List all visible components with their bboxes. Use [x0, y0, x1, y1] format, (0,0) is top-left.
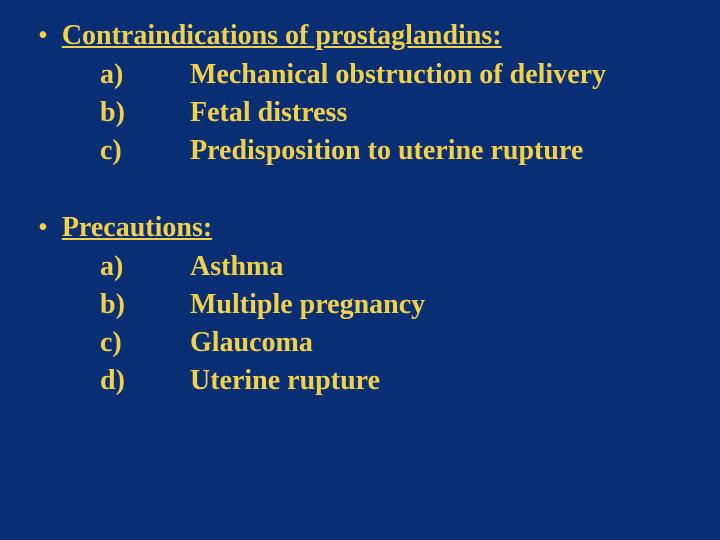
item-marker: c) [100, 324, 190, 362]
bullet-icon: • [38, 19, 48, 53]
item-text: Fetal distress [190, 94, 347, 132]
item-marker: a) [100, 56, 190, 94]
section-contraindications: • Contraindications of prostaglandins: a… [30, 18, 690, 170]
item-marker: b) [100, 94, 190, 132]
list-item: a) Asthma [100, 248, 690, 286]
section-heading: Precautions: [62, 210, 212, 246]
list-item: a) Mechanical obstruction of delivery [100, 56, 690, 94]
item-text: Mechanical obstruction of delivery [190, 56, 606, 94]
list-item: b) Fetal distress [100, 94, 690, 132]
item-text: Predisposition to uterine rupture [190, 132, 583, 170]
section-precautions: • Precautions: a) Asthma b) Multiple pre… [30, 210, 690, 400]
item-text: Uterine rupture [190, 362, 380, 400]
heading-row: • Precautions: [38, 210, 690, 246]
section-heading: Contraindications of prostaglandins: [62, 18, 502, 54]
list-item: b) Multiple pregnancy [100, 286, 690, 324]
item-text: Asthma [190, 248, 283, 286]
list-item: d) Uterine rupture [100, 362, 690, 400]
item-marker: d) [100, 362, 190, 400]
item-marker: c) [100, 132, 190, 170]
item-marker: b) [100, 286, 190, 324]
item-marker: a) [100, 248, 190, 286]
heading-row: • Contraindications of prostaglandins: [38, 18, 690, 54]
list-item: c) Glaucoma [100, 324, 690, 362]
item-text: Glaucoma [190, 324, 313, 362]
bullet-icon: • [38, 211, 48, 245]
item-text: Multiple pregnancy [190, 286, 425, 324]
list-item: c) Predisposition to uterine rupture [100, 132, 690, 170]
